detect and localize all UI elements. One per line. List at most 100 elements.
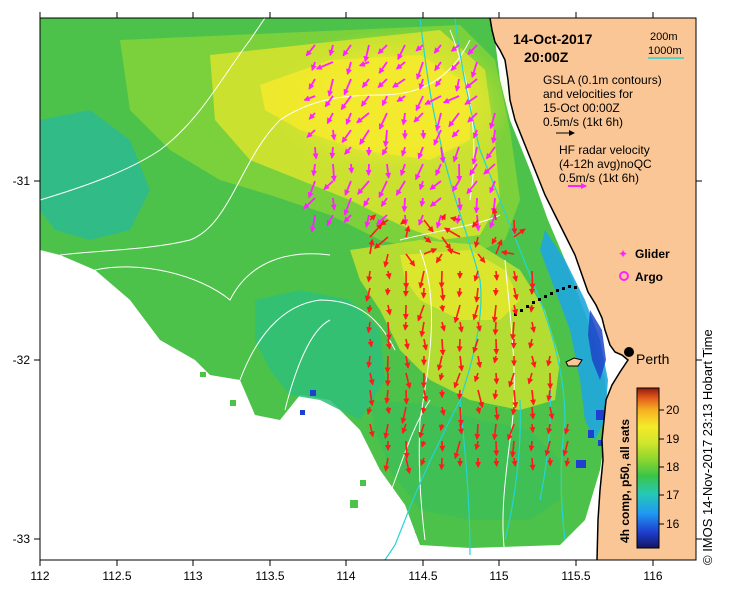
radar-vector: [453, 440, 461, 460]
radar-vector: [369, 223, 383, 238]
y-tick-label: -31: [13, 174, 31, 188]
gsla-vector: [343, 197, 352, 216]
radar-vector: [423, 219, 434, 233]
gsla-vector: [330, 129, 337, 141]
radar-vector: [423, 236, 432, 243]
gsla-vector: [357, 180, 370, 195]
radar-vector: [528, 304, 535, 313]
gsla-legend-scale: 0.5m/s (1kt 6h): [543, 115, 623, 129]
colorbar-tick-label: 20: [666, 403, 680, 417]
x-tick-label: 114.5: [408, 569, 437, 583]
no-data-speckles: [300, 390, 604, 468]
x-axis-labels: 112 112.5 113 113.5 114 114.5 115 115.5 …: [30, 569, 662, 583]
radar-vector: [472, 304, 479, 321]
radar-vector: [383, 457, 390, 472]
radar-vector: [493, 457, 500, 467]
radar-vector: [475, 321, 482, 332]
radar-vector: [510, 321, 516, 341]
radar-vector: [420, 440, 427, 448]
coastline: [489, 18, 629, 560]
radar-vector: [491, 304, 498, 323]
radar-vector: [366, 304, 373, 314]
gsla-vector: [308, 78, 316, 90]
radar-vector: [383, 423, 390, 440]
gsla-vector: [345, 112, 352, 126]
gsla-vector: [439, 146, 446, 164]
gsla-vector: [361, 78, 370, 88]
radar-vector: [422, 338, 429, 351]
gsla-vector: [456, 197, 463, 211]
radar-vector: [374, 236, 389, 249]
radar-vector: [435, 253, 443, 264]
gsla-vector: [307, 180, 316, 199]
x-tick-label: 112: [30, 569, 49, 583]
radar-vector: [473, 372, 480, 383]
radar-vector: [529, 406, 536, 420]
radar-vector: [402, 321, 409, 331]
gsla-vector: [418, 180, 425, 191]
radar-vector: [438, 423, 445, 432]
radar-vector: [472, 338, 479, 354]
radar-vector: [368, 423, 375, 438]
gsla-vector: [385, 163, 392, 179]
gsla-vector: [359, 129, 370, 145]
gsla-vector: [420, 129, 427, 140]
gsla-vector: [473, 197, 480, 214]
radar-vector: [564, 457, 571, 467]
gsla-vector: [414, 163, 424, 181]
gsla-vector: [442, 95, 460, 104]
radar-vector: [385, 304, 392, 316]
radar-vector: [385, 406, 392, 415]
gsla-vector: [363, 197, 370, 207]
radar-vector: [436, 355, 443, 371]
gsla-vector: [400, 146, 407, 157]
gsla-vector: [396, 95, 406, 103]
radar-vector: [404, 355, 411, 369]
gsla-vector: [448, 112, 460, 128]
gsla-vector: [450, 61, 460, 72]
radar-vector: [475, 406, 482, 415]
radar-vector: [440, 321, 446, 332]
gsla-vector: [348, 163, 355, 174]
radar-vector: [439, 304, 446, 312]
colorbar-tick-label: 16: [666, 517, 680, 531]
radar-vector: [400, 218, 407, 225]
city-label-perth: Perth: [636, 351, 669, 367]
radar-vector: [405, 253, 416, 267]
gsla-vector: [489, 214, 496, 229]
gsla-vector: [451, 180, 460, 192]
gsla-vector: [378, 61, 388, 74]
gsla-legend-line1: GSLA (0.1m contours): [543, 73, 662, 87]
radar-vector: [477, 253, 486, 264]
gsla-vector: [415, 95, 424, 112]
y-tick-label: -33: [13, 532, 31, 546]
gsla-vector: [467, 44, 478, 56]
gsla-vector: [330, 197, 337, 211]
colorbar: [636, 387, 660, 549]
radar-legend-line2: (4-12h avg)noQC: [559, 157, 652, 171]
gsla-vector: [466, 180, 478, 195]
legend-1000m: 1000m: [648, 45, 682, 57]
rottnest-island: [565, 357, 583, 367]
gsla-vector: [424, 95, 442, 105]
radar-vector: [385, 321, 392, 341]
radar-vector: [384, 355, 391, 374]
radar-vector: [507, 423, 515, 441]
gsla-vector: [490, 129, 497, 144]
x-tick-label: 112.5: [102, 569, 131, 583]
gsla-vector: [483, 163, 496, 175]
radar-vector: [420, 406, 427, 414]
gsla-vector: [380, 197, 388, 207]
gsla-vector: [381, 146, 388, 156]
gsla-vector: [303, 95, 316, 102]
gsla-vector: [464, 78, 478, 89]
radar-legend-line1: HF radar velocity: [559, 143, 650, 157]
gsla-vector: [329, 146, 336, 159]
gsla-vector: [377, 78, 388, 88]
gsla-vector: [401, 112, 407, 126]
gsla-vector: [434, 61, 442, 72]
radar-vector: [529, 457, 536, 471]
radar-vector: [472, 219, 479, 228]
gsla-vector: [418, 214, 424, 226]
gsla-vector: [377, 44, 388, 55]
